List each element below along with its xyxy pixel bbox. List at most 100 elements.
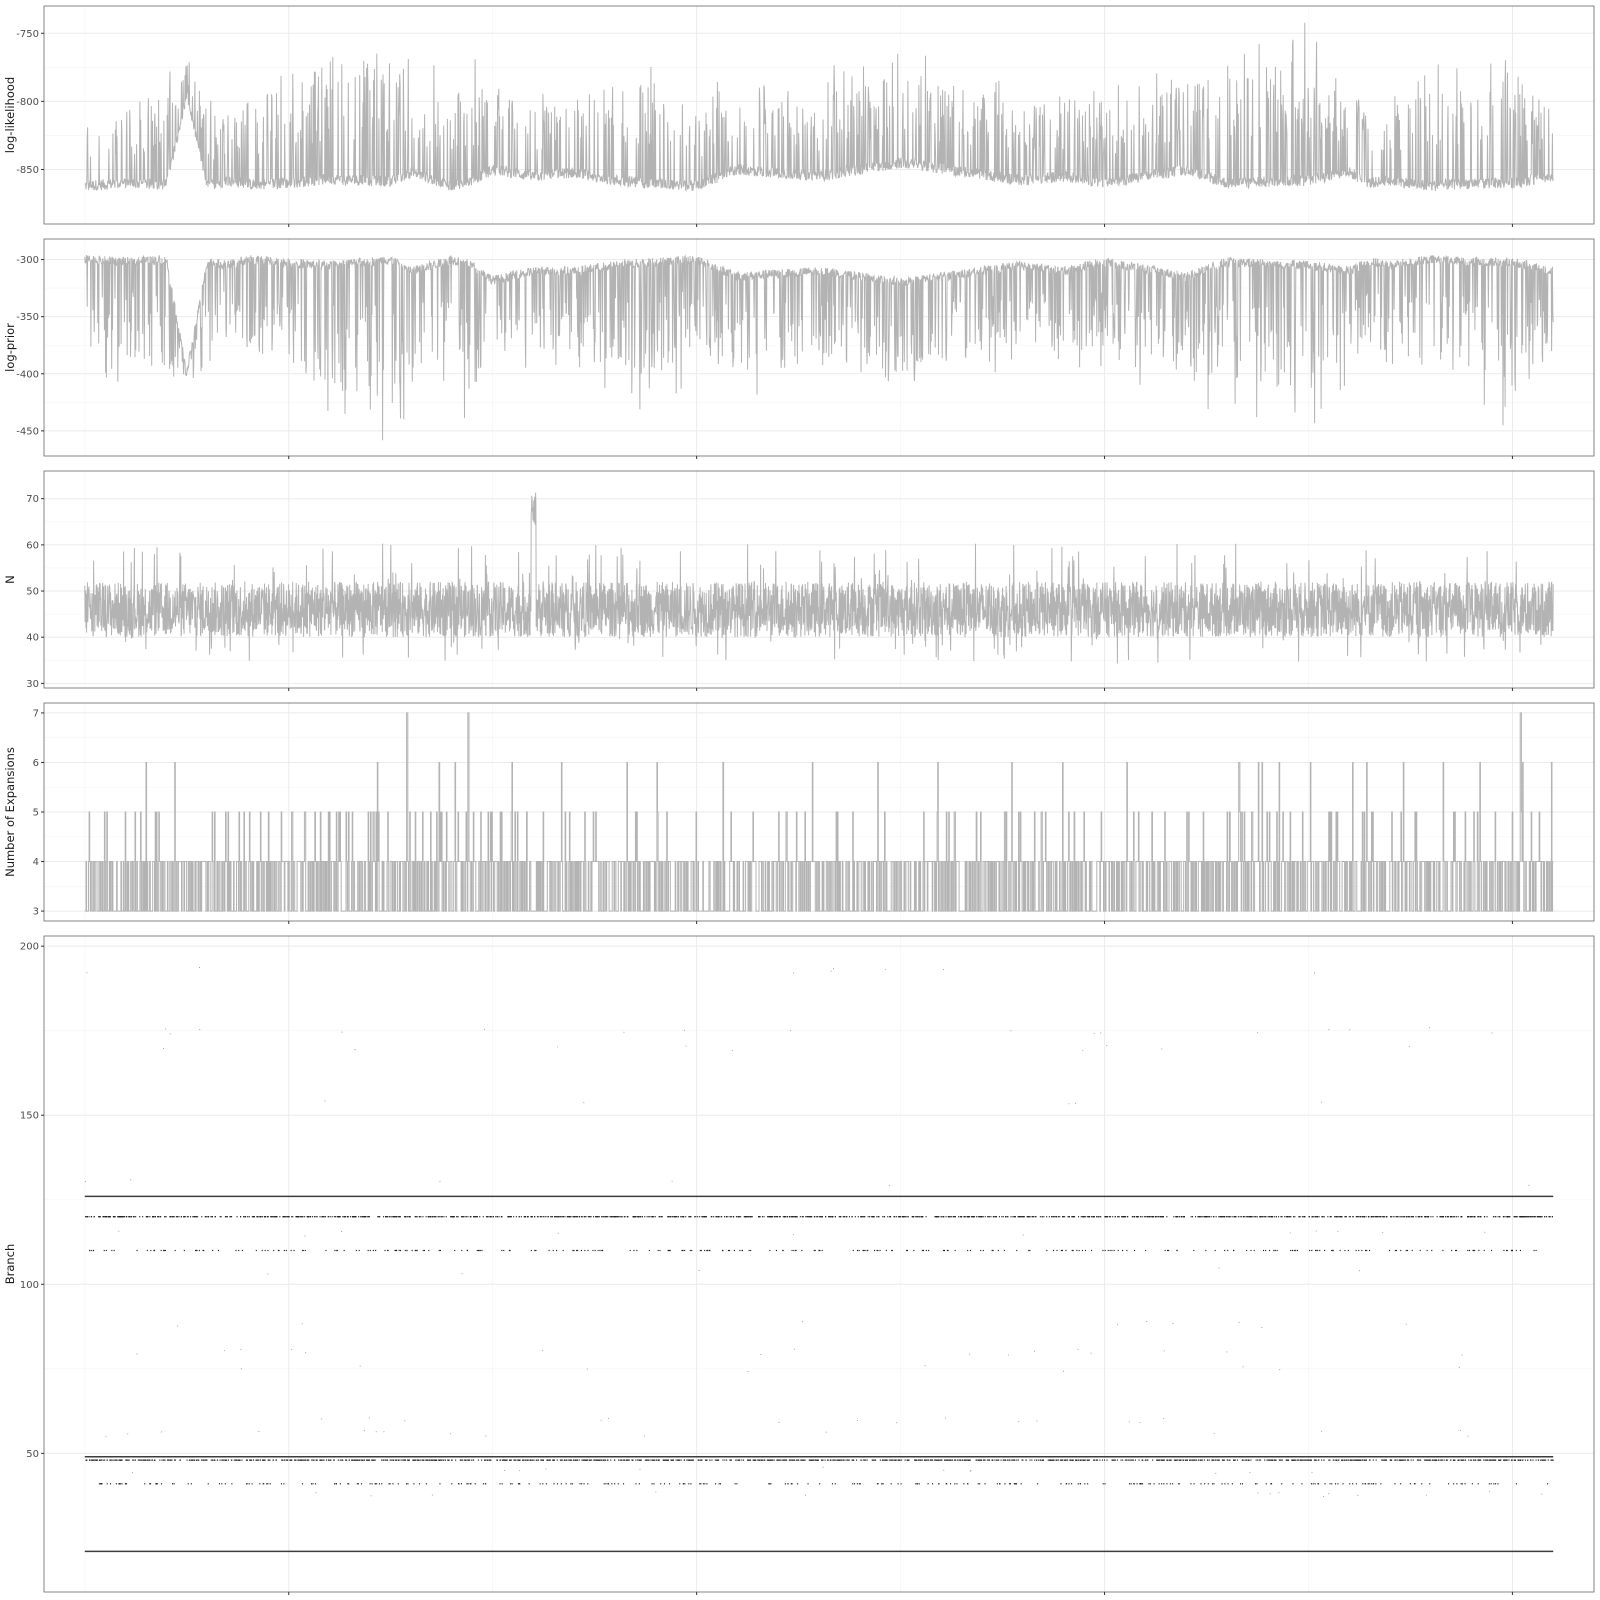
branch-point	[396, 1216, 398, 1218]
branch-point	[1336, 1459, 1338, 1461]
branch-point	[1395, 1459, 1397, 1461]
branch-point	[540, 1459, 542, 1461]
branch-point	[960, 1216, 962, 1218]
branch-point	[275, 1216, 277, 1218]
branch-point	[1472, 1249, 1474, 1252]
branch-point	[485, 1216, 487, 1218]
branch-point	[293, 1249, 295, 1252]
branch-point	[132, 1459, 134, 1461]
branch-point	[195, 1216, 197, 1218]
branch-point	[581, 1483, 583, 1485]
branch-point	[1281, 1483, 1283, 1485]
branch-point	[284, 1216, 286, 1218]
branch-point	[1413, 1483, 1415, 1485]
branch-point	[1152, 1459, 1154, 1461]
branch-point	[260, 1216, 262, 1218]
branch-point	[1538, 1216, 1540, 1218]
branch-point	[1147, 1459, 1149, 1461]
branch-point	[1362, 1483, 1364, 1485]
branch-point	[98, 1216, 100, 1218]
branch-point	[1250, 1459, 1252, 1461]
branch-point	[1156, 1459, 1158, 1461]
branch-point	[1477, 1216, 1479, 1218]
branch-point	[681, 1249, 683, 1252]
branch-point	[1541, 1493, 1543, 1495]
branch-point	[795, 1249, 797, 1252]
branch-point	[1063, 1459, 1065, 1461]
branch-point	[423, 1459, 425, 1461]
branch-point	[469, 1216, 471, 1218]
branch-point	[954, 1249, 956, 1252]
branch-point	[987, 1216, 989, 1218]
branch-point	[819, 1249, 821, 1252]
branch-point	[366, 1459, 368, 1461]
branch-point	[571, 1483, 573, 1485]
branch-point	[253, 1216, 255, 1218]
branch-point	[1223, 1216, 1225, 1218]
branch-point	[287, 1216, 289, 1218]
branch-point	[1183, 1216, 1185, 1218]
branch-point	[1245, 1459, 1247, 1461]
branch-point	[587, 1483, 589, 1485]
branch-point	[214, 1459, 216, 1461]
branch-point	[212, 1459, 214, 1461]
branch-point	[963, 1459, 965, 1461]
branch-point	[954, 1459, 956, 1461]
branch-point	[375, 1249, 377, 1252]
branch-point	[783, 1216, 785, 1218]
branch-point	[165, 1028, 167, 1030]
branch-point	[793, 1249, 795, 1252]
branch-point	[154, 1459, 156, 1461]
branch-point	[1329, 1483, 1331, 1485]
branch-point	[99, 1459, 101, 1461]
branch-point	[309, 1216, 311, 1218]
branch-point	[1142, 1459, 1144, 1461]
branch-point	[113, 1216, 115, 1218]
branch-point	[404, 1249, 406, 1252]
branch-point	[782, 1216, 784, 1218]
branch-point	[1192, 1459, 1194, 1461]
branch-point	[1507, 1216, 1509, 1218]
branch-point	[610, 1459, 612, 1461]
branch-point	[718, 1459, 720, 1461]
branch-point	[1275, 1459, 1277, 1461]
branch-point	[1433, 1459, 1435, 1461]
branch-point	[476, 1216, 478, 1218]
branch-point	[1118, 1216, 1120, 1218]
branch-point	[996, 1459, 998, 1461]
branch-point	[241, 1249, 243, 1252]
branch-point	[443, 1216, 445, 1218]
branch-point	[90, 1459, 92, 1461]
branch-point	[268, 1459, 270, 1461]
branch-point	[440, 1459, 442, 1461]
branch-point	[988, 1459, 990, 1461]
branch-point	[1403, 1216, 1405, 1218]
branch-point	[1109, 1249, 1111, 1252]
branch-point	[264, 1459, 266, 1461]
branch-point	[298, 1459, 300, 1461]
branch-point	[460, 1483, 462, 1485]
branch-point	[85, 1459, 87, 1461]
branch-point	[1450, 1216, 1452, 1218]
branch-point	[1394, 1216, 1396, 1218]
branch-point	[1077, 1483, 1079, 1485]
branch-point	[963, 1483, 965, 1485]
branch-point	[1517, 1459, 1519, 1461]
branch-point	[784, 1459, 786, 1461]
branch-point	[513, 1459, 515, 1461]
branch-point	[937, 1459, 939, 1461]
branch-point	[604, 1459, 606, 1461]
branch-point	[593, 1459, 595, 1461]
branch-point	[1017, 1216, 1019, 1218]
branch-point	[392, 1483, 394, 1485]
branch-point	[221, 1459, 223, 1461]
branch-point	[980, 1249, 982, 1252]
branch-point	[808, 1216, 810, 1218]
branch-point	[144, 1459, 146, 1461]
branch-point	[408, 1459, 410, 1461]
branch-point	[431, 1494, 433, 1496]
branch-point	[1170, 1459, 1172, 1461]
branch-point	[670, 1459, 672, 1461]
branch-point	[1420, 1459, 1422, 1461]
branch-point	[113, 1249, 115, 1252]
